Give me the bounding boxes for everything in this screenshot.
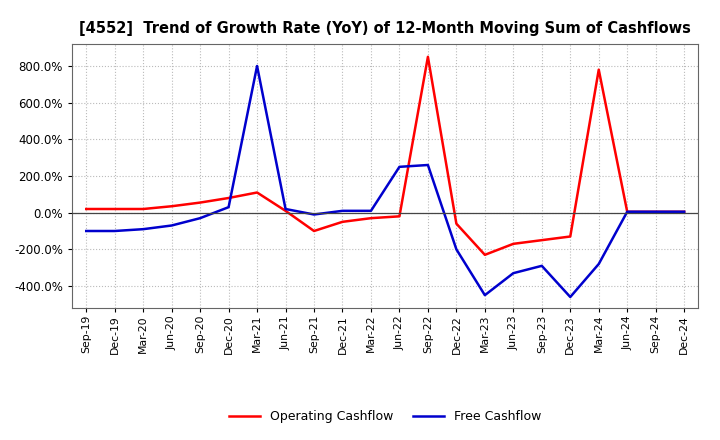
Free Cashflow — [282, 206, 290, 212]
Operating Cashflow — [452, 221, 461, 226]
Free Cashflow — [623, 209, 631, 214]
Free Cashflow — [395, 164, 404, 169]
Operating Cashflow — [423, 54, 432, 59]
Operating Cashflow — [595, 67, 603, 72]
Operating Cashflow — [253, 190, 261, 195]
Operating Cashflow — [395, 214, 404, 219]
Operating Cashflow — [652, 209, 660, 214]
Title: [4552]  Trend of Growth Rate (YoY) of 12-Month Moving Sum of Cashflows: [4552] Trend of Growth Rate (YoY) of 12-… — [79, 21, 691, 36]
Operating Cashflow — [282, 208, 290, 213]
Operating Cashflow — [196, 200, 204, 205]
Operating Cashflow — [225, 195, 233, 201]
Free Cashflow — [509, 271, 518, 276]
Free Cashflow — [595, 261, 603, 267]
Operating Cashflow — [623, 209, 631, 214]
Operating Cashflow — [366, 216, 375, 221]
Free Cashflow — [480, 293, 489, 298]
Free Cashflow — [253, 63, 261, 69]
Free Cashflow — [310, 212, 318, 217]
Operating Cashflow — [110, 206, 119, 212]
Operating Cashflow — [680, 209, 688, 214]
Free Cashflow — [139, 227, 148, 232]
Free Cashflow — [338, 208, 347, 213]
Free Cashflow — [680, 209, 688, 214]
Free Cashflow — [167, 223, 176, 228]
Operating Cashflow — [537, 238, 546, 243]
Operating Cashflow — [338, 219, 347, 224]
Free Cashflow — [537, 263, 546, 268]
Operating Cashflow — [167, 204, 176, 209]
Free Cashflow — [366, 208, 375, 213]
Line: Free Cashflow: Free Cashflow — [86, 66, 684, 297]
Free Cashflow — [423, 162, 432, 168]
Free Cashflow — [225, 205, 233, 210]
Free Cashflow — [82, 228, 91, 234]
Free Cashflow — [452, 247, 461, 252]
Operating Cashflow — [566, 234, 575, 239]
Free Cashflow — [110, 228, 119, 234]
Operating Cashflow — [509, 241, 518, 246]
Line: Operating Cashflow: Operating Cashflow — [86, 57, 684, 255]
Free Cashflow — [566, 294, 575, 300]
Operating Cashflow — [480, 252, 489, 257]
Legend: Operating Cashflow, Free Cashflow: Operating Cashflow, Free Cashflow — [224, 406, 546, 429]
Free Cashflow — [652, 209, 660, 214]
Operating Cashflow — [139, 206, 148, 212]
Free Cashflow — [196, 216, 204, 221]
Operating Cashflow — [310, 228, 318, 234]
Operating Cashflow — [82, 206, 91, 212]
